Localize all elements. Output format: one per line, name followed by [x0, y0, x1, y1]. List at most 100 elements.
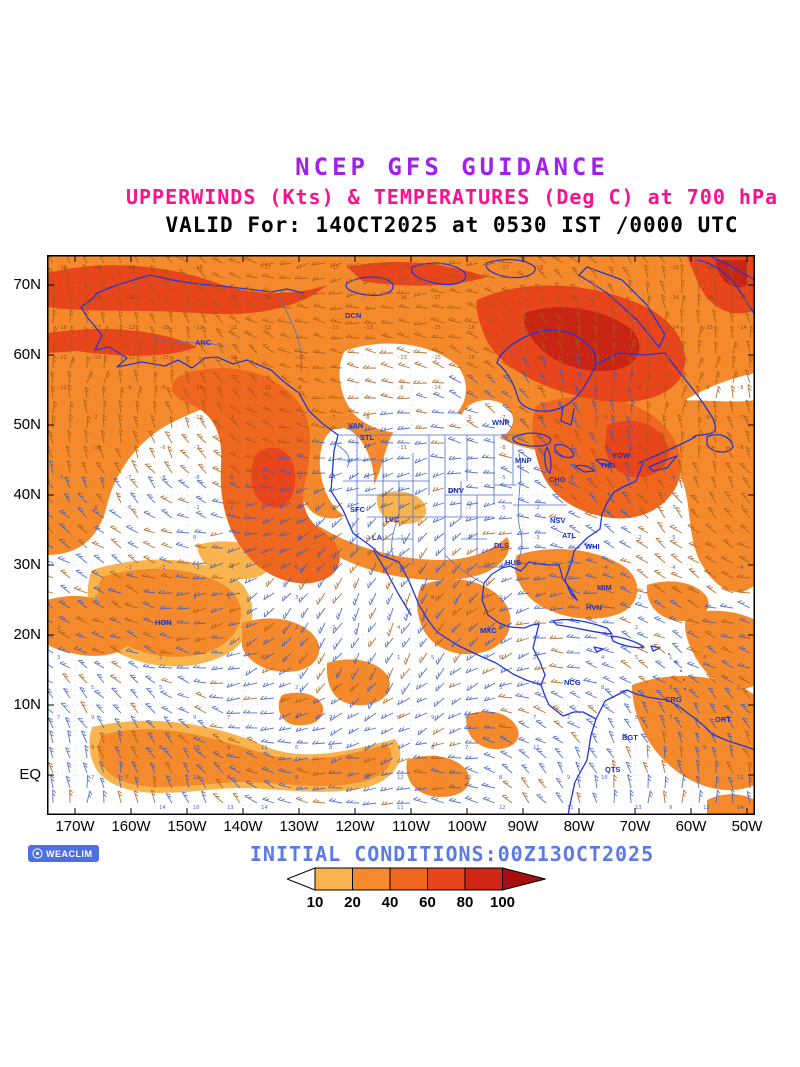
- svg-text:7: 7: [669, 715, 672, 721]
- map-border: [47, 255, 755, 815]
- svg-text:-17: -17: [737, 295, 747, 301]
- svg-text:-2: -2: [533, 505, 540, 511]
- svg-text:9: 9: [91, 745, 94, 751]
- svg-text:13: 13: [635, 805, 642, 811]
- svg-text:-13: -13: [363, 325, 373, 331]
- svg-text:2: 2: [159, 655, 162, 661]
- svg-text:-13: -13: [227, 295, 237, 301]
- svg-text:-14: -14: [669, 295, 680, 301]
- svg-text:4: 4: [499, 625, 503, 631]
- station-label: DLS: [494, 541, 509, 550]
- svg-text:7: 7: [533, 715, 536, 721]
- svg-text:1: 1: [669, 655, 672, 661]
- svg-text:8: 8: [329, 745, 332, 751]
- station-label: LA: [372, 533, 383, 542]
- svg-text:6: 6: [295, 745, 298, 751]
- station-label: NSV: [550, 516, 565, 525]
- title-line-3: VALID For: 14OCT2025 at 0530 IST /0000 U…: [165, 213, 739, 237]
- station-label: MXC: [480, 626, 497, 635]
- svg-text:-15: -15: [193, 265, 203, 271]
- x-axis-labels: 170W 160W 150W 140W 130W 120W 110W 100W 90W 80W 70…: [47, 818, 762, 836]
- svg-text:-9: -9: [635, 385, 642, 391]
- svg-text:-18: -18: [91, 295, 101, 301]
- svg-text:-7: -7: [567, 445, 574, 451]
- x-tick: 50W: [731, 818, 763, 835]
- svg-text:10: 10: [193, 775, 200, 781]
- svg-text:7: 7: [227, 715, 230, 721]
- svg-text:-1: -1: [91, 595, 98, 601]
- svg-text:-5: -5: [261, 475, 268, 481]
- colorbar-value: 80: [457, 894, 474, 911]
- colorbar-value: 100: [490, 894, 515, 911]
- station-label: CHG: [549, 475, 566, 484]
- svg-text:11: 11: [533, 745, 540, 751]
- x-tick: 110W: [391, 818, 431, 835]
- svg-text:-8: -8: [397, 385, 404, 391]
- svg-text:-3: -3: [329, 535, 336, 541]
- map-svg: -15 -20 -19 -15 -17 -17 -17 -19 -18 -18 -15-18 -18-…: [40, 249, 756, 816]
- svg-text:-11: -11: [261, 385, 271, 391]
- svg-text:-10: -10: [91, 445, 101, 451]
- svg-text:-8: -8: [499, 445, 506, 451]
- svg-text:-14: -14: [737, 325, 748, 331]
- svg-text:11: 11: [567, 805, 574, 811]
- svg-text:8: 8: [635, 715, 638, 721]
- svg-text:0: 0: [193, 535, 196, 541]
- title-line-2: UPPERWINDS (Kts) & TEMPERATURES (Deg C) …: [125, 185, 779, 209]
- svg-text:-8: -8: [227, 475, 234, 481]
- svg-text:3: 3: [193, 595, 196, 601]
- weaclim-badge[interactable]: WEACLIM: [28, 845, 99, 862]
- svg-text:-7: -7: [635, 445, 642, 451]
- title-line-1: NCEP GFS GUIDANCE: [295, 153, 609, 181]
- svg-text:-12: -12: [227, 325, 237, 331]
- svg-text:-12: -12: [57, 355, 67, 361]
- svg-text:-7: -7: [737, 415, 744, 421]
- svg-text:-1: -1: [397, 535, 404, 541]
- svg-text:-1: -1: [125, 565, 132, 571]
- svg-text:8: 8: [601, 685, 604, 691]
- svg-text:-6: -6: [669, 475, 676, 481]
- svg-text:12: 12: [465, 775, 472, 781]
- svg-text:-18: -18: [125, 295, 135, 301]
- station-label: HON: [155, 618, 172, 627]
- svg-text:-6: -6: [91, 505, 98, 511]
- svg-text:-16: -16: [567, 295, 577, 301]
- colorbar-value: 20: [344, 894, 361, 911]
- svg-text:-8: -8: [567, 475, 574, 481]
- svg-text:9: 9: [91, 715, 94, 721]
- svg-text:6: 6: [465, 715, 468, 721]
- station-label: MIM: [597, 583, 612, 592]
- svg-text:-19: -19: [125, 265, 135, 271]
- x-tick: 100W: [447, 818, 487, 835]
- svg-text:-5: -5: [57, 475, 64, 481]
- colorbar-value: 40: [382, 894, 399, 911]
- svg-text:-16: -16: [465, 325, 475, 331]
- station-label: DNV: [448, 486, 464, 495]
- svg-text:-10: -10: [91, 355, 101, 361]
- svg-text:-18: -18: [669, 265, 679, 271]
- station-label: CRG: [665, 695, 682, 704]
- station-label: ATL: [562, 531, 576, 540]
- x-tick: 80W: [563, 818, 595, 835]
- svg-text:0: 0: [431, 595, 434, 601]
- svg-text:-1: -1: [567, 595, 574, 601]
- svg-text:-15: -15: [159, 355, 169, 361]
- svg-text:-14: -14: [601, 355, 612, 361]
- station-label: MNP: [515, 456, 532, 465]
- svg-text:8: 8: [227, 775, 230, 781]
- svg-text:-4: -4: [227, 565, 234, 571]
- svg-text:7: 7: [91, 775, 94, 781]
- svg-text:-17: -17: [431, 295, 441, 301]
- station-label: ORT: [715, 715, 731, 724]
- svg-text:-17: -17: [329, 265, 339, 271]
- svg-text:0: 0: [499, 565, 502, 571]
- svg-text:-16: -16: [159, 325, 169, 331]
- svg-text:-15: -15: [431, 325, 441, 331]
- svg-text:-8: -8: [295, 385, 302, 391]
- svg-text:2: 2: [57, 625, 60, 631]
- svg-text:-16: -16: [57, 325, 67, 331]
- station-label: SFC: [350, 505, 366, 514]
- svg-text:2: 2: [635, 625, 638, 631]
- svg-text:12: 12: [703, 805, 710, 811]
